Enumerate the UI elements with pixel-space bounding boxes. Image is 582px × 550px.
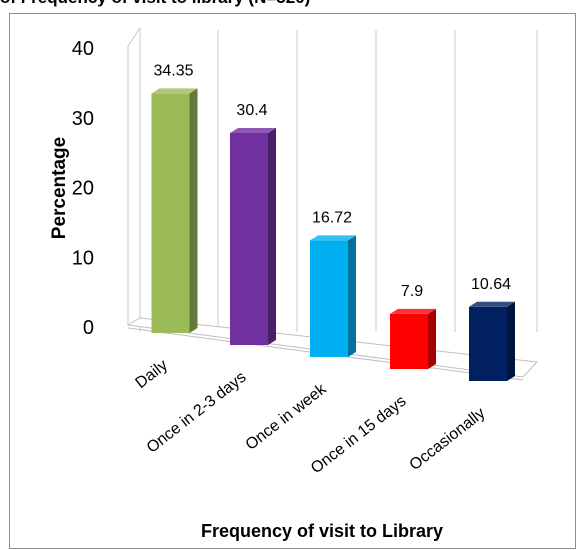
bar-front <box>310 240 348 357</box>
data-label: 16.72 <box>312 209 352 226</box>
bar-side <box>507 301 515 381</box>
labels-layer: 0 10 20 30 40 34.35 Daily 30.4 Once in 2-3 days 1… <box>72 38 511 477</box>
bar-side <box>268 127 276 346</box>
bar <box>390 308 436 369</box>
data-label: 7.9 <box>401 283 423 300</box>
bar-front <box>230 132 268 345</box>
x-axis-title: Frequency of visit to Library <box>201 521 443 541</box>
bar-front <box>390 313 428 369</box>
data-label: 30.4 <box>236 102 267 119</box>
y-axis-title: Percentage <box>49 137 70 239</box>
bar-side <box>428 308 436 369</box>
y-tick-label: 0 <box>83 317 94 339</box>
x-tick-label: Occasionally <box>407 405 489 474</box>
chart-title: of Frequency of visit to library (N=320) <box>0 0 582 8</box>
data-label: 10.64 <box>471 276 511 293</box>
x-tick-label: Daily <box>132 357 170 392</box>
bar-side <box>348 235 356 357</box>
bar <box>151 88 198 333</box>
bar-top <box>230 127 276 133</box>
bar <box>469 301 515 381</box>
bar-top <box>151 88 198 94</box>
bar-top <box>390 308 436 314</box>
bar <box>310 235 356 357</box>
axis-line <box>127 27 141 47</box>
chart-frame <box>9 13 576 549</box>
data-label: 34.35 <box>153 62 193 79</box>
y-tick-label: 40 <box>72 38 94 60</box>
bars-layer <box>151 88 515 381</box>
bar <box>230 127 276 346</box>
y-tick-label: 30 <box>72 108 94 130</box>
x-tick-label: Once in 15 days <box>308 393 410 478</box>
bar-front <box>151 93 190 333</box>
bar-top <box>310 235 356 241</box>
grid-layer <box>127 27 538 332</box>
x-tick-label: Once in 2-3 days <box>144 369 250 457</box>
y-tick-label: 10 <box>72 247 94 269</box>
x-tick-label: Once in week <box>243 380 331 454</box>
bar-front <box>469 306 507 381</box>
y-tick-label: 20 <box>72 178 94 200</box>
bar-side <box>189 88 198 333</box>
bar-top <box>469 301 515 307</box>
